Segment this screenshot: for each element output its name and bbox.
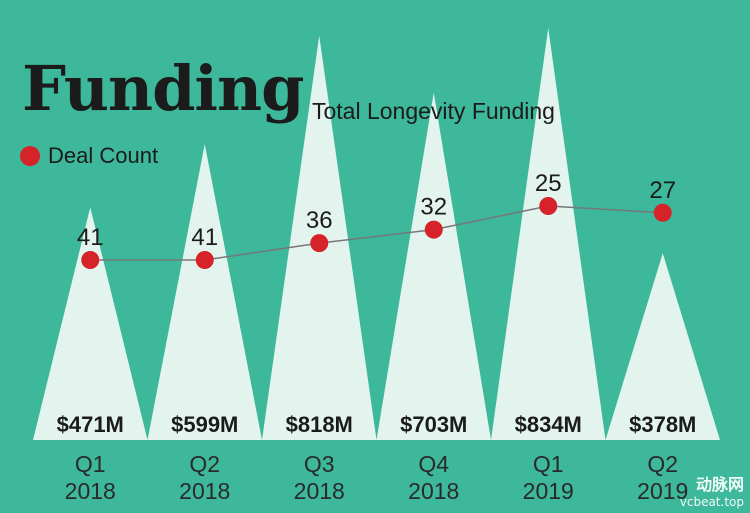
x-tick-label-quarter: Q1: [75, 451, 106, 477]
legend: Deal Count: [20, 143, 158, 169]
funding-spike: [33, 207, 148, 440]
deal-count-label: 41: [77, 224, 104, 251]
chart-title: Funding: [22, 52, 304, 125]
deal-count-labels: 41 41 36 32 25 27: [77, 170, 676, 251]
deal-count-dot: [539, 197, 558, 215]
funding-value-label: $703M: [400, 412, 467, 437]
x-tick-label-quarter: Q2: [189, 451, 220, 477]
x-tick-label-year: 2019: [637, 478, 688, 504]
x-tick-label-year: 2018: [65, 478, 116, 504]
deal-count-label: 36: [306, 207, 333, 234]
deal-count-dot: [195, 251, 214, 269]
deal-count-label: 32: [420, 194, 447, 221]
deal-count-dot: [310, 234, 329, 253]
watermark: 动脉网 vcbeat.top: [680, 471, 744, 509]
x-tick-label-year: 2018: [408, 478, 459, 504]
deal-count-label: 25: [535, 170, 562, 197]
deal-count-line: [90, 205, 663, 261]
watermark-brand: 动脉网: [695, 475, 744, 494]
deal-count-label: 27: [649, 177, 676, 204]
deal-count-legend-label: Deal Count: [48, 143, 159, 168]
x-tick-label-year: 2018: [294, 478, 345, 504]
deal-count-series: [81, 197, 672, 269]
x-tick-label-quarter: Q4: [418, 451, 449, 477]
x-tick-label-quarter: Q2: [647, 451, 678, 477]
funding-spike: [491, 28, 606, 440]
chart-subtitle: Total Longevity Funding: [312, 98, 555, 124]
funding-value-label: $834M: [515, 412, 582, 437]
watermark-url: vcbeat.top: [679, 495, 744, 509]
deal-count-dot: [424, 220, 443, 239]
funding-value-label: $818M: [286, 412, 353, 437]
funding-spike: [376, 92, 491, 440]
funding-value-label: $471M: [57, 412, 124, 437]
deal-count-dot: [653, 203, 672, 222]
x-tick-label-quarter: Q3: [304, 451, 335, 477]
deal-count-dot: [81, 251, 100, 269]
funding-value-labels: $471M $599M $818M $703M $834M $378M: [57, 412, 697, 437]
funding-spike: [147, 144, 262, 440]
funding-value-label: $378M: [629, 412, 696, 437]
x-tick-label-quarter: Q1: [533, 451, 564, 477]
deal-count-legend-dot: [20, 146, 40, 166]
deal-count-label: 41: [191, 224, 218, 251]
x-tick-label-year: 2019: [523, 478, 574, 504]
funding-spike: [605, 253, 720, 440]
funding-value-label: $599M: [171, 412, 238, 437]
x-tick-label-year: 2018: [179, 478, 230, 504]
